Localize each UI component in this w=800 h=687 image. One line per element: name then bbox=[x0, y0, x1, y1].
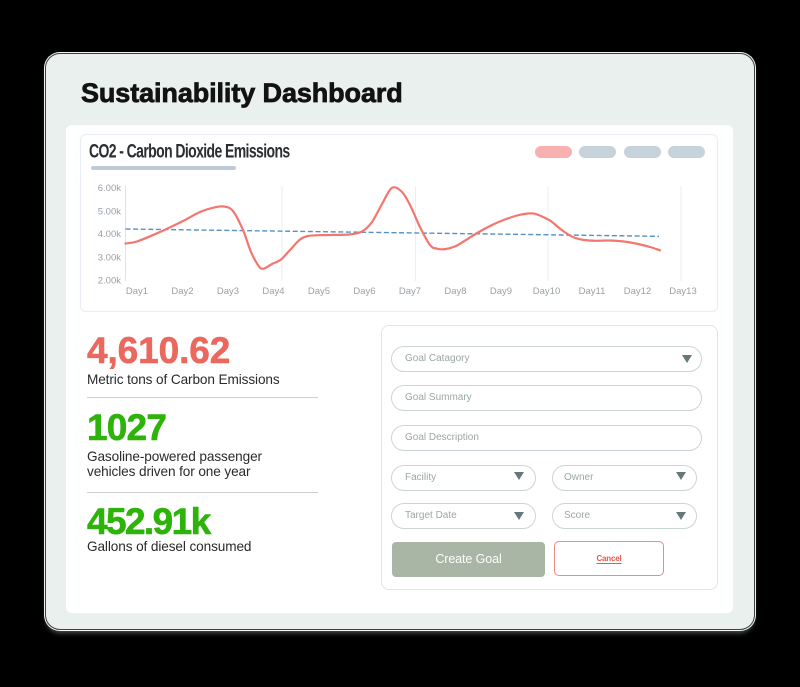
svg-text:Day12: Day12 bbox=[624, 286, 651, 297]
svg-text:Day7: Day7 bbox=[399, 286, 421, 297]
svg-text:6.00k: 6.00k bbox=[98, 183, 121, 194]
svg-text:Day11: Day11 bbox=[579, 286, 606, 297]
svg-text:Day6: Day6 bbox=[353, 286, 375, 297]
svg-text:Day8: Day8 bbox=[444, 286, 466, 297]
svg-text:4.00k: 4.00k bbox=[98, 229, 121, 240]
svg-text:Day2: Day2 bbox=[171, 286, 193, 297]
svg-text:Day3: Day3 bbox=[217, 286, 239, 297]
svg-text:2.00k: 2.00k bbox=[98, 276, 121, 287]
svg-text:5.00k: 5.00k bbox=[98, 206, 121, 217]
svg-text:Day13: Day13 bbox=[669, 286, 696, 297]
svg-text:Day1: Day1 bbox=[126, 286, 148, 297]
svg-text:Day9: Day9 bbox=[490, 286, 512, 297]
svg-text:Day10: Day10 bbox=[533, 286, 560, 297]
svg-text:Day4: Day4 bbox=[262, 286, 284, 297]
svg-text:3.00k: 3.00k bbox=[98, 253, 121, 264]
svg-text:Day5: Day5 bbox=[308, 286, 330, 297]
